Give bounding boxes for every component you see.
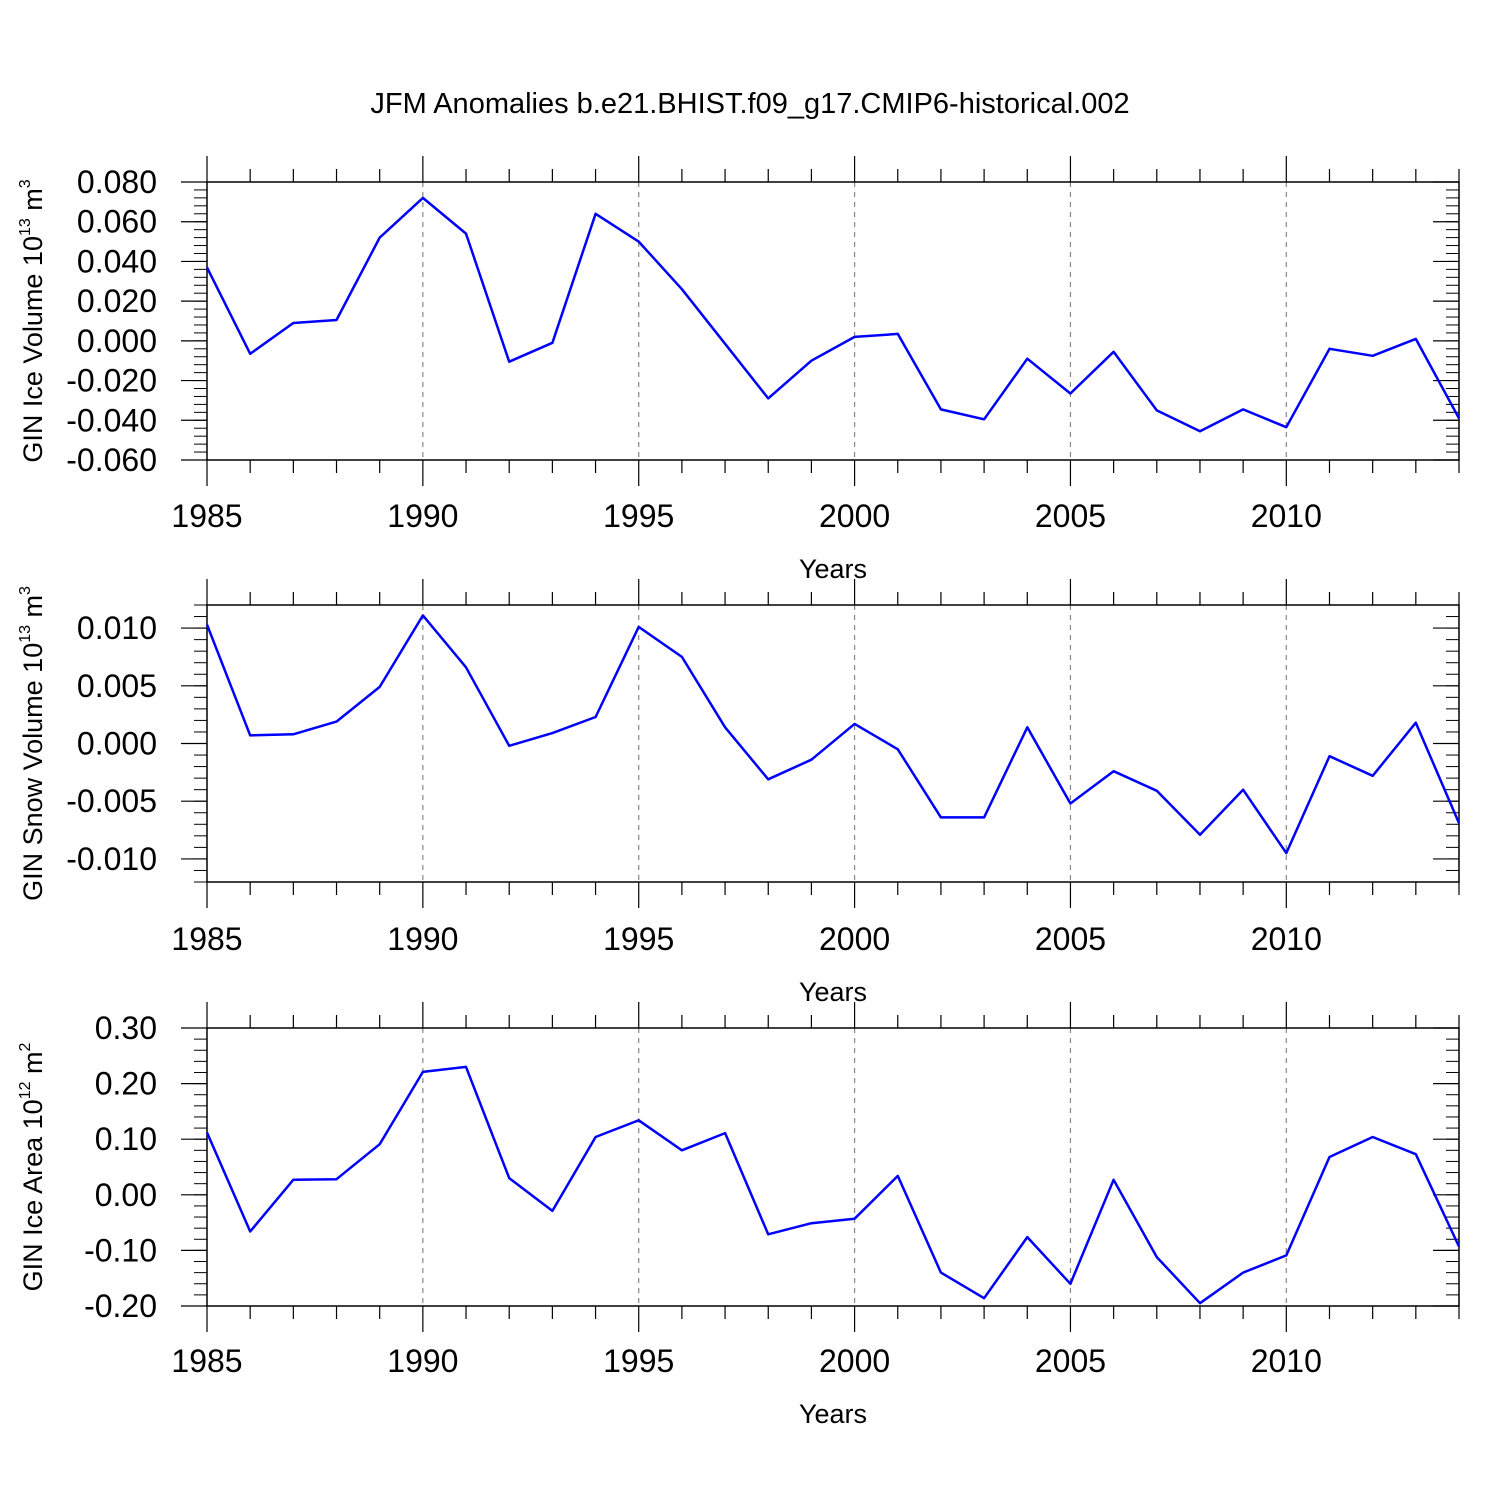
y-axis-title-exponent: 13 (17, 218, 34, 236)
x-tick-label: 1985 (171, 921, 242, 957)
x-tick-label: 2005 (1035, 498, 1106, 534)
y-axis-title-unit-exponent: 3 (17, 586, 34, 595)
x-tick-label: 2005 (1035, 1343, 1106, 1379)
y-tick-label: 0.010 (77, 610, 157, 646)
y-tick-label: -0.010 (66, 841, 157, 877)
series-line (205, 196, 1461, 433)
plot-frame (206, 1027, 1460, 1307)
y-axis-title-unit: m (18, 1052, 48, 1082)
y-tick-label: 0.000 (77, 726, 157, 762)
x-axis-title: Years (799, 1399, 867, 1429)
x-tick-label: 2000 (819, 1343, 890, 1379)
y-tick-label: 0.20 (95, 1066, 157, 1102)
x-tick-label: 2010 (1251, 498, 1322, 534)
y-axis-title-unit: m (18, 595, 48, 625)
y-axis-title: GIN Ice Area 1012 m2 (17, 1043, 48, 1292)
x-tick-label: 2000 (819, 498, 890, 534)
y-axis-title-unit-exponent: 2 (17, 1043, 34, 1052)
x-tick-label: 1990 (387, 921, 458, 957)
x-tick-label: 2010 (1251, 1343, 1322, 1379)
chart-title: JFM Anomalies b.e21.BHIST.f09_g17.CMIP6-… (370, 88, 1130, 120)
x-axis-title: Years (799, 977, 867, 1007)
y-axis-title: GIN Snow Volume 1013 m3 (17, 586, 48, 901)
x-tick-label: 1990 (387, 498, 458, 534)
y-tick-label: -0.020 (66, 363, 157, 399)
x-tick-label: 2005 (1035, 921, 1106, 957)
y-tick-label: 0.005 (77, 668, 157, 704)
plot-frame (206, 604, 1460, 883)
y-axis-title-exponent: 12 (17, 1081, 34, 1099)
y-tick-label: 0.00 (95, 1177, 157, 1213)
y-axis-title-unit-exponent: 3 (17, 179, 34, 188)
x-tick-label: 1985 (171, 498, 242, 534)
y-tick-label: -0.040 (66, 402, 157, 438)
y-tick-label: -0.20 (84, 1288, 157, 1324)
y-tick-label: -0.005 (66, 783, 157, 819)
x-tick-label: 1995 (603, 1343, 674, 1379)
y-axis-title-text: GIN Ice Area 10 (18, 1099, 48, 1291)
panel-2: -0.010 -0.005 0.000 0.005 0.010 1985 1990 1995 2… (17, 579, 1461, 1007)
x-tick-label: 1990 (387, 1343, 458, 1379)
y-tick-label: 0.000 (77, 323, 157, 359)
x-tick-label: 2000 (819, 921, 890, 957)
y-axis-title-text: GIN Snow Volume 10 (18, 643, 48, 901)
x-axis-title: Years (799, 554, 867, 584)
y-tick-label: 0.060 (77, 204, 157, 240)
y-tick-label: 0.080 (77, 164, 157, 200)
x-tick-label: 2010 (1251, 921, 1322, 957)
y-axis-title: GIN Ice Volume 1013 m3 (17, 179, 48, 462)
y-tick-label: 0.040 (77, 243, 157, 279)
x-tick-label: 1995 (603, 921, 674, 957)
plot-frame (206, 181, 1460, 461)
y-tick-label: 0.30 (95, 1010, 157, 1046)
y-tick-label: 0.10 (95, 1121, 157, 1157)
x-tick-label: 1995 (603, 498, 674, 534)
y-tick-label: -0.060 (66, 442, 157, 478)
y-tick-label: 0.020 (77, 283, 157, 319)
y-axis-title-exponent: 13 (17, 625, 34, 643)
y-axis-title-text: GIN Ice Volume 10 (18, 236, 48, 463)
series-line (205, 1065, 1461, 1305)
y-tick-label: -0.10 (84, 1232, 157, 1268)
y-axis-title-unit: m (18, 188, 48, 218)
panel-3: -0.20 -0.10 0.00 0.10 0.20 0.30 1985 1990 1995 20… (17, 1002, 1461, 1429)
series-line (205, 614, 1461, 855)
x-tick-label: 1985 (171, 1343, 242, 1379)
